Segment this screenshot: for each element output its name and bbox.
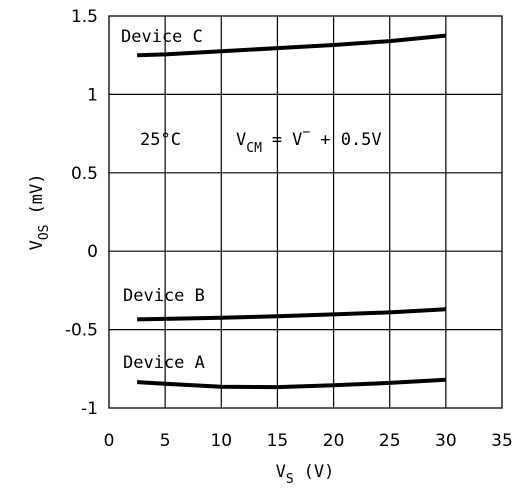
vcm-v: V [236,130,246,150]
x-axis-label: VS (V) [276,462,335,487]
y-tick-labels: -1 -0.5 0 0.5 1 1.5 [65,7,98,419]
vcm-equals: = [272,130,282,150]
plot-frame [108,15,503,409]
y-axis-label-main: V [27,240,47,250]
vcm-annotation: VCM = V− + 0.5V [236,125,382,156]
vcm-sub: CM [246,141,262,156]
x-tick-label: 15 [267,431,289,451]
x-axis-label-unit: (V) [304,462,335,482]
series-line-device-a [136,377,447,390]
series-line-device-b [137,307,447,322]
series-label-device-b: Device B [123,286,205,306]
temperature-annotation: 25°C [140,130,181,150]
y-tick-label: 1 [87,85,98,105]
vcm-rest: + 0.5V [320,130,381,150]
y-axis-label-unit: (mV) [27,174,47,215]
series-label-device-c: Device C [121,27,203,47]
x-axis-label-main: V [276,462,286,482]
x-tick-label: 30 [435,431,457,451]
x-axis-label-sub: S [286,472,294,487]
series-label-device-a: Device A [123,353,205,373]
y-tick-label: 1.5 [71,7,98,27]
x-tick-label: 35 [491,431,513,451]
x-tick-label: 25 [379,431,401,451]
x-tick-label: 0 [104,431,115,451]
vcm-vminus: V [292,130,302,150]
y-tick-label: 0.5 [71,164,98,184]
y-tick-label: -1 [81,399,98,419]
series-layer [136,33,447,390]
series-line-device-c [137,33,447,58]
x-tick-labels: 0 5 10 15 20 25 30 35 [104,431,513,451]
grid [109,16,502,408]
x-tick-label: 20 [323,431,345,451]
y-tick-label: 0 [87,242,98,262]
y-axis-label: VOS (mV) [27,174,52,251]
y-tick-label: -0.5 [65,321,98,341]
x-tick-label: 10 [210,431,232,451]
vcm-minus-sup: − [302,125,310,140]
y-axis-label-sub: OS [37,225,52,241]
x-tick-label: 5 [160,431,171,451]
